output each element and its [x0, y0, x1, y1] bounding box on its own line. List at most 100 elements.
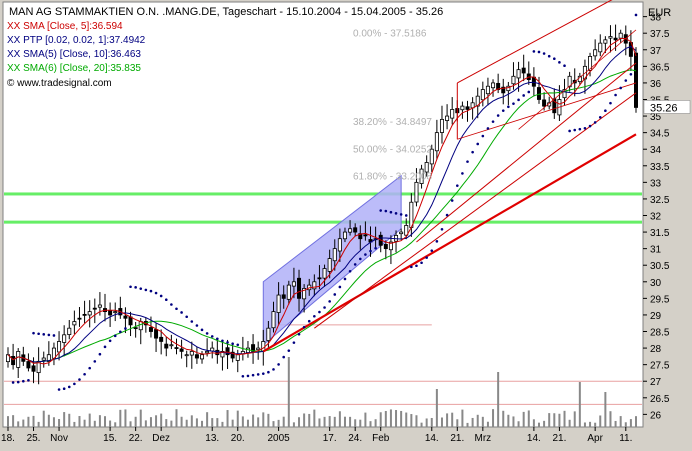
volume-bar [134, 416, 137, 427]
sar-dot [379, 209, 383, 212]
sar-dot [604, 109, 607, 112]
volume-bar [165, 419, 168, 427]
volume-bar [369, 421, 372, 427]
x-tick-label: Nov [50, 433, 68, 444]
candle-body [593, 49, 598, 57]
volume-bar [226, 410, 229, 427]
candle-body [77, 317, 82, 320]
volume-bar [170, 420, 173, 427]
sar-dot [170, 303, 173, 306]
sar-dot [394, 212, 398, 215]
sar-dot [210, 335, 214, 338]
sar-dot [481, 134, 485, 138]
candle-body [506, 85, 511, 92]
volume-bar [446, 413, 449, 427]
channel-upper-line [457, 0, 613, 84]
sar-dot [129, 285, 132, 289]
legend-sma5: XX SMA [Close, 5]:36.594 [7, 21, 123, 32]
candle-body [302, 288, 307, 300]
sar-dot [343, 277, 347, 281]
candle-body [276, 294, 281, 313]
volume-bar [241, 416, 244, 427]
sar-dot [527, 90, 531, 94]
candle-body [588, 56, 593, 71]
sar-dot [588, 124, 592, 128]
volume-bar [599, 415, 602, 427]
candle-body [184, 354, 189, 357]
volume-bar [267, 413, 270, 427]
sar-dot [226, 341, 229, 344]
last-price-box [643, 100, 691, 114]
volume-bar [63, 412, 66, 427]
y-tick-label: 35 [650, 112, 662, 123]
sma10-line [7, 45, 637, 363]
sar-dot [302, 325, 306, 329]
candle-body [271, 311, 276, 329]
sar-dot [318, 310, 321, 314]
volume-bar [175, 409, 178, 427]
sar-dot [364, 253, 367, 256]
sar-dot [532, 50, 536, 53]
candle-body [266, 327, 271, 341]
volume-bar [374, 419, 377, 427]
sar-dot [537, 50, 541, 54]
candle-body [286, 284, 291, 300]
y-tick-label: 36 [650, 79, 662, 90]
sar-dot [98, 352, 102, 356]
x-tick-label: 21. [450, 433, 464, 444]
y-tick-label: 38 [650, 13, 662, 24]
sar-dot [328, 300, 331, 303]
x-tick-label: 22. [129, 433, 143, 444]
candle-body [480, 89, 485, 101]
candle-body [332, 248, 337, 262]
candle-body [465, 106, 470, 110]
candle-body [485, 85, 490, 95]
x-tick-label: Mrz [474, 433, 491, 444]
sar-dot [27, 379, 30, 382]
volume-bar [323, 416, 326, 427]
volume-bar [563, 410, 566, 427]
candle-body [496, 82, 501, 90]
y-tick-label: 27 [650, 377, 662, 388]
candle-body [383, 243, 388, 250]
x-tick-label: 18. [1, 433, 15, 444]
candle-body [291, 281, 296, 287]
candle-body [87, 311, 92, 316]
volume-bar [502, 410, 505, 427]
sar-dot [420, 261, 423, 265]
sar-dot [374, 246, 377, 250]
sar-dot [103, 345, 107, 349]
volume-bar [185, 419, 188, 427]
candle-body [501, 86, 506, 94]
volume-bar [139, 409, 142, 427]
sar-dot [358, 257, 362, 261]
sar-dot [78, 378, 81, 381]
x-tick-label: Feb [372, 433, 390, 444]
x-tick-label: 14. [527, 433, 541, 444]
volume-bar [349, 416, 352, 427]
candle-body [542, 99, 547, 107]
sar-dot [491, 120, 495, 123]
y-tick-label: 31 [650, 245, 662, 256]
x-tick-label: Dez [152, 433, 170, 444]
volume-bar [298, 417, 301, 427]
legend-sma10: XX SMA(5) [Close, 10]:36.463 [7, 49, 141, 60]
sar-dot [440, 228, 444, 231]
sar-dot [221, 339, 224, 343]
sar-dot [629, 72, 633, 76]
sar-dot [231, 342, 234, 345]
candle-body [322, 268, 327, 279]
candle-body [41, 357, 46, 361]
volume-bar [384, 410, 387, 427]
candle-body [445, 115, 450, 121]
sar-dot [200, 328, 204, 332]
sar-dot [241, 374, 245, 378]
plot-area [2, 1, 644, 428]
sar-dot [522, 94, 525, 97]
volume-bar [52, 417, 55, 427]
volume-bar [277, 419, 280, 427]
channel-line [457, 82, 637, 140]
volume-bar [548, 413, 551, 427]
x-tick-label: 20. [231, 433, 245, 444]
